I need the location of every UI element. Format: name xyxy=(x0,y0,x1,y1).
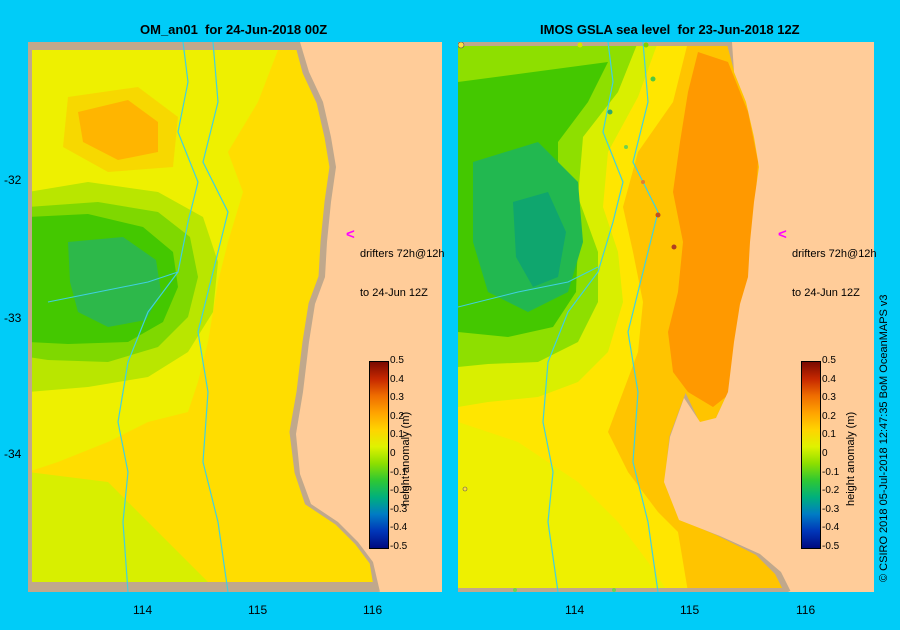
drifter-marker xyxy=(577,42,583,48)
land xyxy=(664,42,874,592)
drifter-marker xyxy=(643,42,649,48)
lon-tick-label: 115 xyxy=(248,603,268,617)
lat-tick-label: -32 xyxy=(4,173,22,187)
river-track-3 xyxy=(47,271,179,303)
colorbar-tick-label: -0.5 xyxy=(390,541,408,552)
colorbar-tick-label: -0.5 xyxy=(822,541,840,552)
colorbar-tick-label: -0.1 xyxy=(390,466,408,478)
drifter-marker xyxy=(655,212,661,218)
colorbar-tick-label: 0.2 xyxy=(390,410,404,422)
colorbar-right-label: height anomaly (m) xyxy=(845,411,857,506)
colorbar-left xyxy=(369,361,389,549)
colorbar-tick-label: -0.2 xyxy=(822,485,840,497)
drifter-annotation-line1: drifters 72h@12h xyxy=(792,248,877,260)
lon-tick-label: 116 xyxy=(796,603,816,617)
drifter-annotation: drifters 72h@12h to 24-Jun 12Z xyxy=(360,222,445,313)
drifter-annotation-line2: to 24-Jun 12Z xyxy=(360,287,428,299)
lon-tick-label: 115 xyxy=(680,603,700,617)
colorbar-tick-label: 0.4 xyxy=(390,373,404,385)
contour-green3 xyxy=(513,192,566,287)
left-panel-title: OM_an01 for 24-Jun-2018 00Z xyxy=(140,22,328,37)
contour-orange xyxy=(668,52,758,407)
drifter-marker xyxy=(624,145,628,149)
credit-text: © CSIRO 2018 05-Jul-2018 12:47:35 BoM Oc… xyxy=(878,294,890,582)
drifter-marker xyxy=(607,109,613,115)
left-map-panel[interactable] xyxy=(28,42,442,592)
colorbar-tick-label: 0.5 xyxy=(390,355,404,366)
lat-tick-label: -33 xyxy=(4,311,22,325)
colorbar-tick-label: -0.1 xyxy=(822,466,840,478)
drifter-marker xyxy=(513,588,517,592)
colorbar-left-label: height anomaly (m) xyxy=(400,411,412,506)
contour-south-lime xyxy=(28,472,218,592)
colorbar-tick-label: 0.4 xyxy=(822,373,836,385)
river-track-2 xyxy=(197,42,229,592)
lon-tick-label: 114 xyxy=(565,603,585,617)
drifter-marker xyxy=(671,244,677,250)
colorbar-tick-label: 0 xyxy=(822,448,828,459)
drifter-arrow-icon: < xyxy=(778,226,787,243)
drifter-marker xyxy=(462,486,468,492)
colorbar-tick-label: 0.3 xyxy=(822,392,836,404)
colorbar-tick-label: 0.5 xyxy=(822,355,836,366)
river-track-2 xyxy=(627,42,659,592)
drifter-marker xyxy=(641,180,645,184)
colorbar-tick-label: 0.1 xyxy=(822,429,836,441)
land xyxy=(296,42,442,592)
colorbar-right xyxy=(801,361,821,549)
drifter-marker xyxy=(612,588,616,592)
colorbar-tick-label: -0.3 xyxy=(390,503,408,515)
colorbar-tick-label: 0 xyxy=(390,448,396,459)
drifter-marker xyxy=(458,42,465,49)
left-map-svg xyxy=(28,42,442,592)
colorbar-tick-label: -0.3 xyxy=(822,503,840,515)
drifter-arrow-icon: < xyxy=(346,226,355,243)
drifter-marker xyxy=(650,76,656,82)
contour-green3 xyxy=(68,237,161,327)
colorbar-tick-label: 0.2 xyxy=(822,410,836,422)
river-track-1 xyxy=(542,42,624,592)
lon-tick-label: 116 xyxy=(363,603,383,617)
contour-ltorange xyxy=(63,87,178,172)
lat-tick-label: -34 xyxy=(4,447,22,461)
right-panel-title: IMOS GSLA sea level for 23-Jun-2018 12Z xyxy=(540,22,800,37)
drifter-annotation-line1: drifters 72h@12h xyxy=(360,248,445,260)
drifter-annotation-line2: to 24-Jun 12Z xyxy=(792,287,860,299)
right-map-svg xyxy=(458,42,874,592)
drifter-annotation: drifters 72h@12h to 24-Jun 12Z xyxy=(792,222,877,313)
colorbar-tick-label: -0.4 xyxy=(390,522,408,534)
colorbar-tick-label: -0.4 xyxy=(822,522,840,534)
river-track-1 xyxy=(117,42,199,592)
contour-south-yellow xyxy=(458,422,668,592)
colorbar-tick-label: -0.2 xyxy=(390,485,408,497)
river-track-3 xyxy=(458,266,599,308)
lon-tick-label: 114 xyxy=(133,603,153,617)
colorbar-tick-label: 0.1 xyxy=(390,429,404,441)
colorbar-tick-label: 0.3 xyxy=(390,392,404,404)
